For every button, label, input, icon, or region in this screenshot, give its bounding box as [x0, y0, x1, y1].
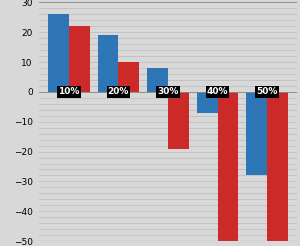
Bar	[197, 92, 218, 113]
Bar	[218, 92, 239, 241]
Text: 40%: 40%	[207, 87, 228, 96]
Bar	[48, 14, 69, 92]
Bar	[69, 26, 90, 92]
Bar	[168, 92, 189, 149]
Text: 20%: 20%	[108, 87, 129, 96]
Bar	[98, 35, 118, 92]
Text: 30%: 30%	[157, 87, 179, 96]
Bar	[118, 62, 139, 92]
Bar	[147, 68, 168, 92]
Bar	[246, 92, 267, 175]
Text: 50%: 50%	[256, 87, 278, 96]
Bar	[267, 92, 288, 241]
Text: 10%: 10%	[58, 87, 80, 96]
